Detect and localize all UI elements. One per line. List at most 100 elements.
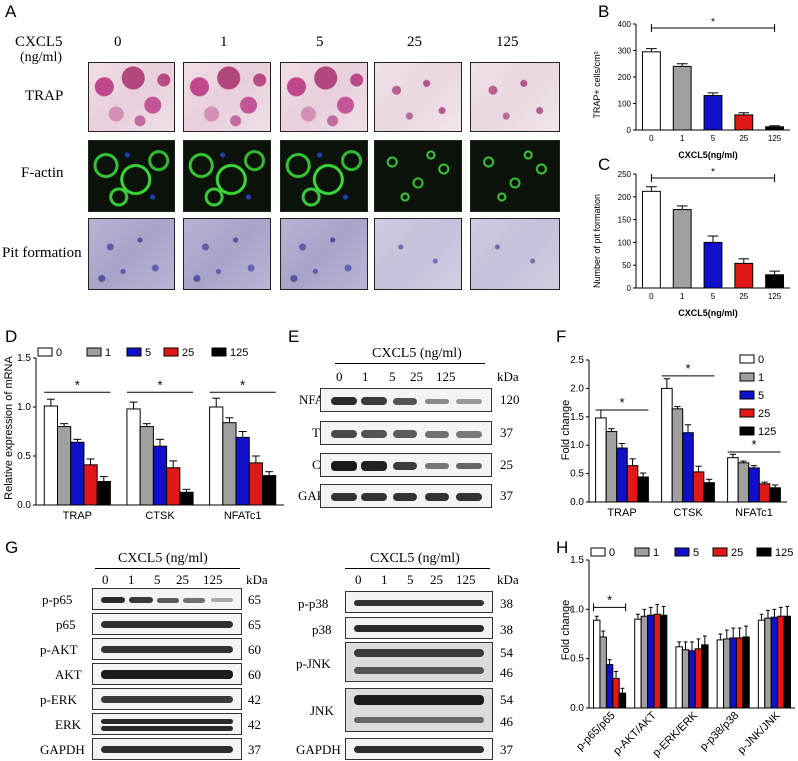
bar (43, 405, 58, 506)
bar (692, 471, 705, 503)
chart-b-ylabel: TRAP+ cells/cm² (592, 51, 602, 118)
gr-kda-5: 46 (500, 714, 513, 729)
bar (616, 447, 628, 503)
y-tick-label: 250 (618, 170, 632, 179)
gl-row-erk: ERK (55, 717, 81, 732)
gr-header: CXCL5 (ng/ml) (370, 551, 460, 566)
legend-label: 125 (775, 547, 793, 559)
bar (70, 441, 85, 506)
bar (96, 480, 111, 506)
gl-blot-pp65 (92, 588, 242, 610)
band (101, 597, 125, 603)
bar (735, 637, 744, 709)
band (456, 431, 482, 438)
factin-image-1 (183, 140, 271, 212)
bar (166, 467, 181, 506)
e-blot-ctsk (320, 453, 492, 477)
trap-image-25 (374, 62, 462, 132)
legend-label: 5 (145, 347, 151, 359)
bar (672, 209, 692, 289)
x-tick-label: 0 (649, 292, 654, 301)
significance-star: * (75, 377, 80, 392)
band (456, 463, 482, 469)
chart-h-legend: 0 1 5 25 125 (590, 547, 793, 559)
legend-swatch (739, 426, 755, 436)
band (211, 598, 233, 602)
bar (593, 619, 601, 709)
chart-b-xlabel: CXCL5(ng/ml) (678, 150, 738, 160)
e-conc-0: 0 (336, 369, 343, 384)
significance-star: * (240, 377, 245, 392)
gl-kda-4: 42 (248, 692, 261, 707)
conc-25: 25 (407, 34, 422, 50)
e-header: CXCL5 (ng/ml) (372, 346, 462, 361)
bar (152, 445, 168, 506)
legend-swatch (712, 547, 728, 557)
conc-125: 125 (496, 34, 519, 50)
e-blot-gapdh (320, 484, 492, 508)
factin-image-25 (374, 140, 462, 212)
pit-image-125 (470, 218, 560, 290)
bar (612, 677, 620, 709)
x-tick-label: CTSK (673, 507, 703, 519)
x-tick-label: 5 (711, 134, 716, 143)
chart-h-ylabel: Fold change (560, 600, 572, 661)
bar (777, 615, 785, 709)
y-tick-label: 2.5 (570, 355, 584, 366)
bar (179, 491, 194, 506)
bar (56, 426, 72, 506)
legend-swatch (739, 408, 755, 418)
gr-row-p38: p38 (312, 622, 332, 637)
gl-header: CXCL5 (ng/ml) (118, 551, 208, 566)
e-kda-gapdh: 37 (500, 488, 513, 503)
band (361, 397, 387, 405)
gr-blot-p38 (345, 617, 493, 639)
band (101, 696, 233, 703)
chart-c-ylabel: Number of pit formation (592, 194, 602, 288)
gl-row-pp65: p-p65 (42, 592, 73, 607)
legend-label: 25 (182, 347, 194, 359)
gl-row-gapdh: GAPDH (40, 742, 85, 757)
y-tick-label: 0.0 (570, 497, 584, 508)
bar (757, 619, 766, 709)
factin-image-5 (280, 140, 368, 212)
row-label-trap: TRAP (25, 88, 64, 104)
bar (729, 637, 737, 709)
bar (723, 638, 731, 709)
x-tick-label: p-JNK/JNK (736, 709, 783, 756)
gr-blot-gapdh (345, 738, 493, 760)
legend-label: 25 (758, 408, 770, 420)
band (393, 430, 417, 438)
chart-c-xlabel: CXCL5(ng/ml) (678, 308, 738, 318)
band (157, 598, 179, 603)
bar (637, 476, 649, 503)
significance-star: * (685, 361, 690, 376)
pit-image-5 (280, 218, 368, 290)
bar (758, 483, 771, 503)
y-tick-label: 1.0 (570, 604, 584, 615)
bar (248, 462, 264, 506)
e-conc-25: 25 (410, 369, 423, 384)
bar (737, 462, 750, 503)
x-tick-label: 1 (680, 134, 685, 143)
gr-row-gapdh: GAPDH (296, 742, 341, 757)
legend-label: 1 (653, 547, 659, 559)
significance-star: * (711, 17, 715, 28)
bar (605, 431, 618, 503)
gr-kda-label: kDa (497, 572, 519, 587)
y-tick-label: 400 (618, 20, 632, 29)
bar (647, 614, 655, 709)
significance-star: * (751, 437, 756, 452)
bar (770, 616, 779, 709)
gr-kda-0: 38 (500, 596, 513, 611)
legend-label: 5 (693, 547, 699, 559)
legend-label: 0 (609, 547, 615, 559)
legend-swatch (163, 347, 179, 357)
y-tick-label: 0 (627, 284, 632, 293)
bar (682, 432, 694, 503)
bar (765, 274, 785, 289)
gr-conc-5: 5 (407, 572, 414, 587)
x-tick-label: TRAP (63, 510, 92, 522)
band (425, 493, 449, 501)
bar (703, 482, 715, 503)
